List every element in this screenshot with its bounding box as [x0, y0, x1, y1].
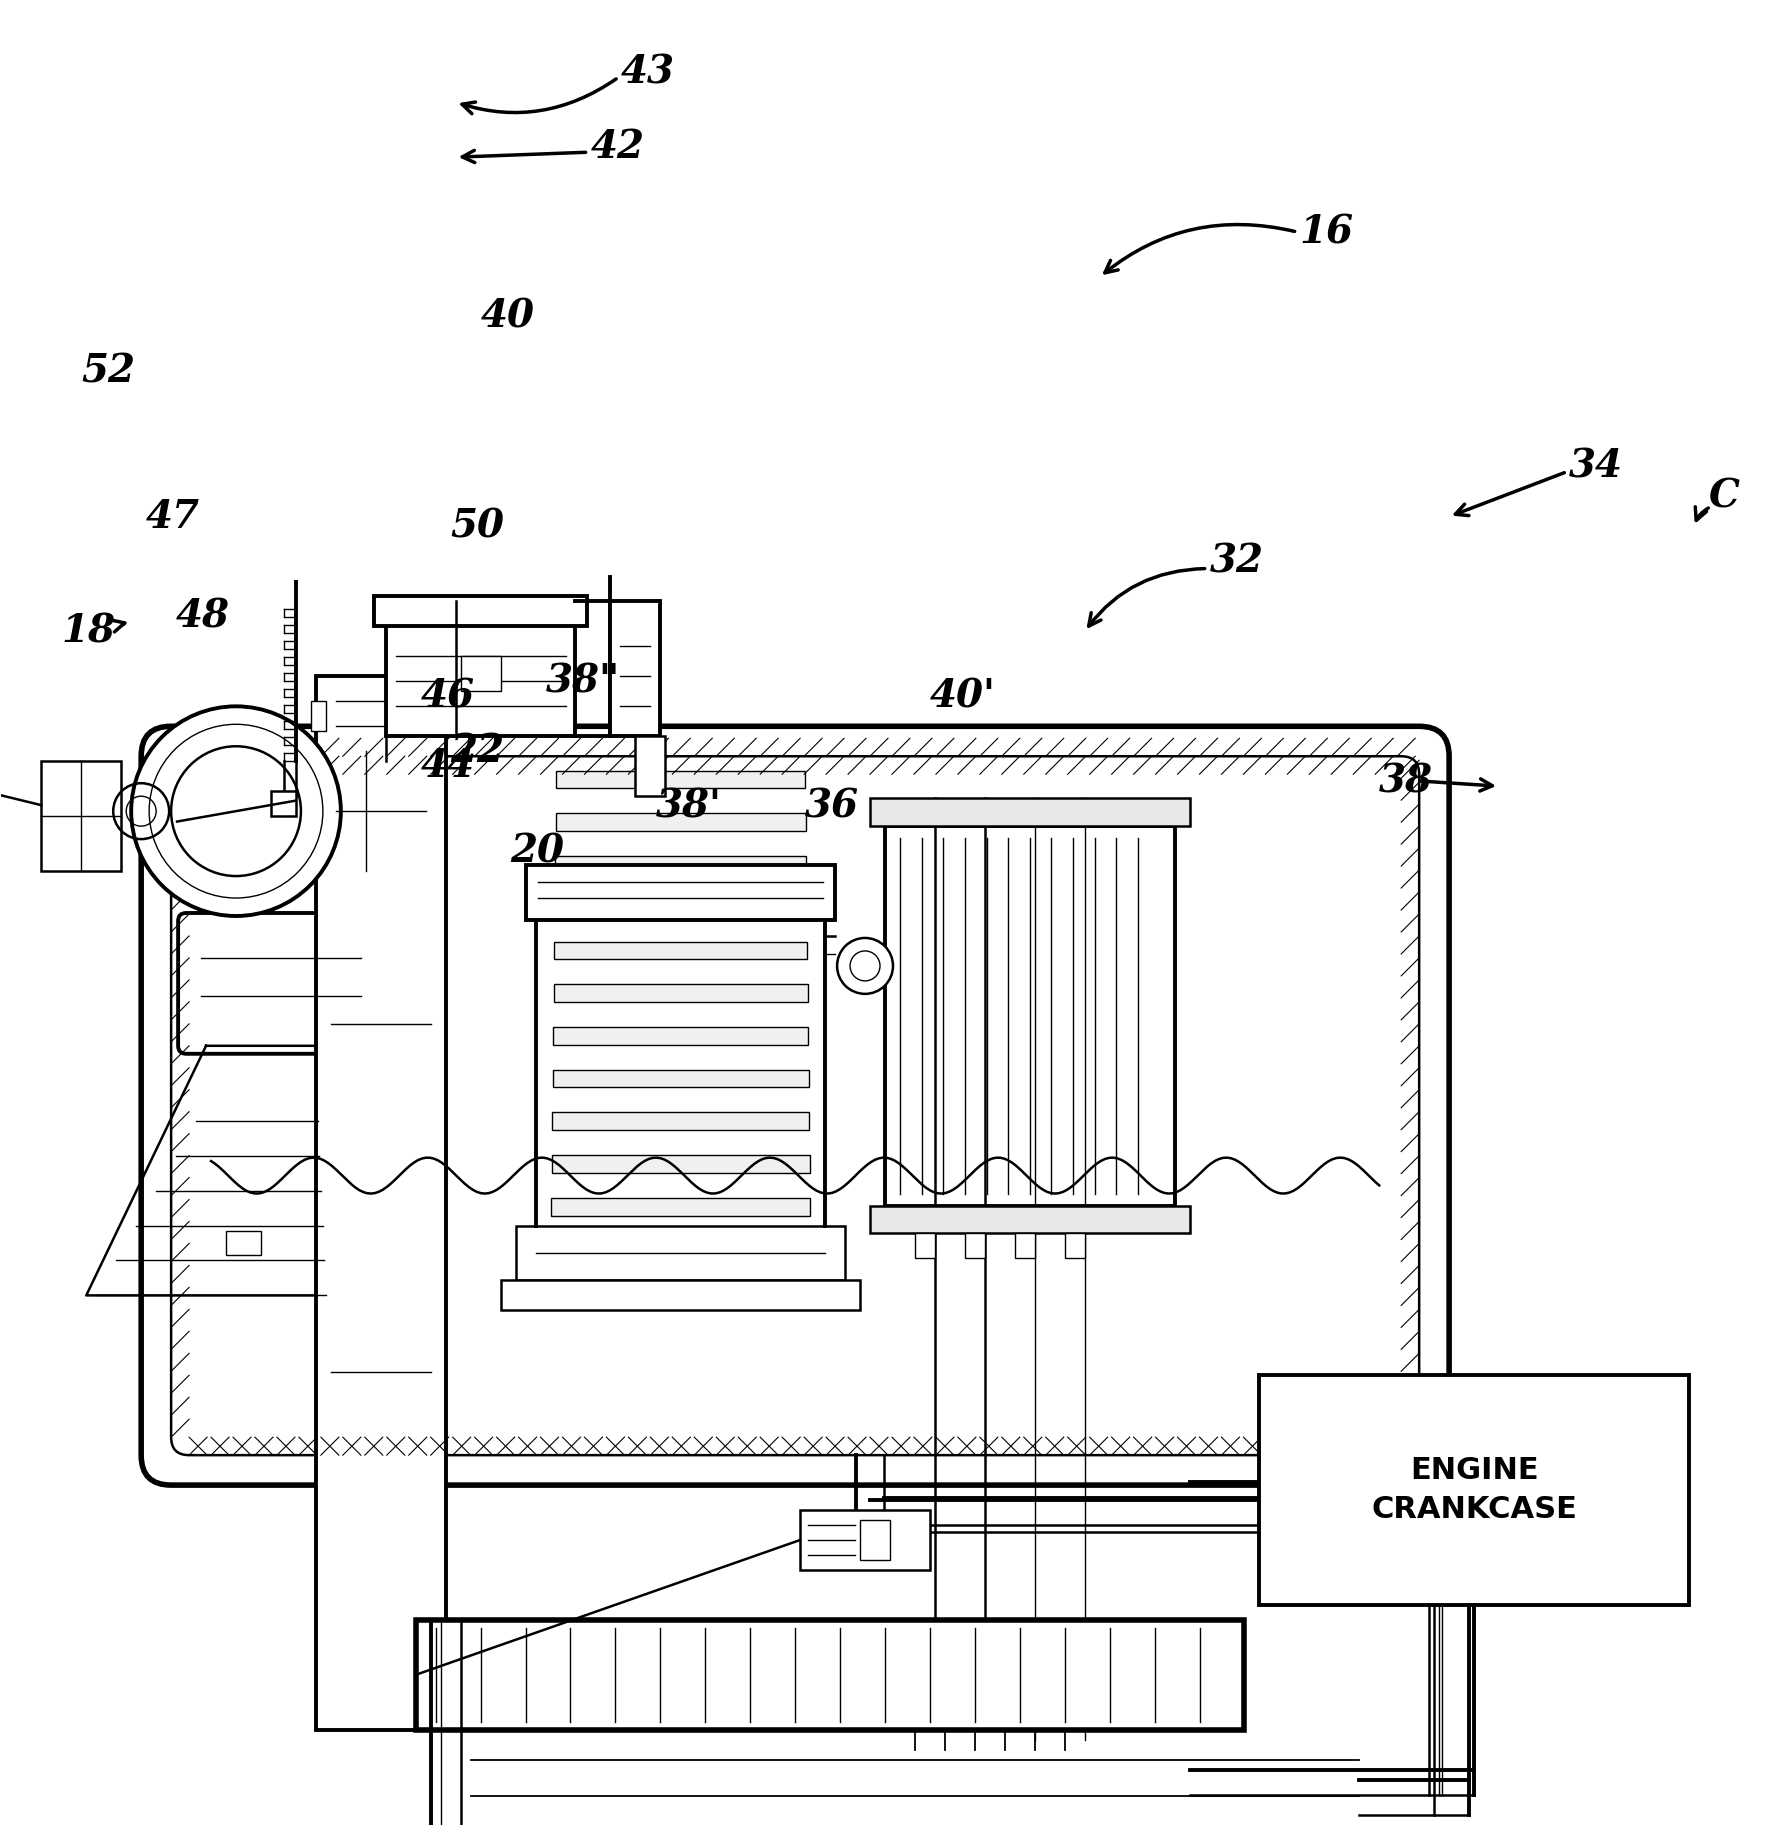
- Bar: [516, 1225, 846, 1280]
- Bar: [553, 1070, 808, 1086]
- Text: C: C: [1709, 478, 1739, 515]
- Circle shape: [837, 939, 894, 993]
- Text: 32: 32: [1209, 542, 1264, 581]
- Bar: [965, 1234, 984, 1258]
- Bar: [551, 1198, 810, 1216]
- Text: 38: 38: [1379, 761, 1433, 800]
- Bar: [387, 601, 576, 736]
- Bar: [326, 750, 436, 871]
- Bar: [326, 676, 436, 750]
- Text: 38": 38": [546, 663, 621, 701]
- Bar: [860, 1519, 890, 1559]
- Bar: [225, 1231, 261, 1256]
- Bar: [436, 696, 456, 736]
- Bar: [1259, 1375, 1688, 1605]
- Bar: [551, 1112, 808, 1130]
- Text: 16: 16: [1300, 214, 1353, 250]
- Bar: [500, 1280, 860, 1311]
- Bar: [41, 761, 121, 871]
- FancyBboxPatch shape: [172, 756, 1418, 1455]
- Text: 20: 20: [511, 833, 564, 871]
- Text: 48: 48: [176, 597, 230, 635]
- Text: 46: 46: [420, 677, 475, 716]
- Bar: [885, 825, 1174, 1205]
- Text: 36: 36: [805, 787, 860, 825]
- Bar: [915, 1234, 934, 1258]
- Bar: [555, 898, 807, 917]
- Bar: [555, 813, 807, 831]
- Bar: [310, 701, 326, 730]
- FancyBboxPatch shape: [177, 913, 383, 1054]
- Bar: [271, 791, 296, 816]
- Bar: [553, 1026, 808, 1044]
- Bar: [461, 656, 500, 692]
- Bar: [555, 856, 807, 873]
- Bar: [1014, 1234, 1035, 1258]
- Bar: [374, 597, 587, 626]
- Text: 18: 18: [62, 612, 115, 650]
- Text: 52: 52: [82, 352, 135, 391]
- Circle shape: [131, 707, 340, 917]
- Bar: [415, 1620, 1245, 1729]
- Text: 38': 38': [656, 787, 722, 825]
- Bar: [871, 798, 1190, 825]
- Bar: [551, 1156, 810, 1172]
- Bar: [610, 601, 660, 736]
- FancyBboxPatch shape: [142, 727, 1449, 1485]
- Bar: [555, 771, 805, 789]
- Bar: [525, 866, 835, 920]
- Text: 43: 43: [621, 53, 674, 91]
- Bar: [316, 676, 445, 1729]
- Bar: [635, 736, 665, 796]
- Text: 47: 47: [145, 498, 200, 535]
- Bar: [1066, 1234, 1085, 1258]
- Text: 44: 44: [420, 747, 475, 785]
- Text: 50: 50: [450, 508, 505, 546]
- Bar: [871, 1205, 1190, 1234]
- Text: ENGINE
CRANKCASE: ENGINE CRANKCASE: [1371, 1457, 1576, 1523]
- Bar: [553, 942, 807, 959]
- Text: 40: 40: [480, 298, 535, 336]
- Text: 22: 22: [450, 732, 505, 771]
- Text: 42: 42: [590, 128, 644, 166]
- Text: 40': 40': [929, 677, 996, 716]
- Text: 34: 34: [1569, 447, 1622, 486]
- Bar: [800, 1510, 929, 1570]
- Bar: [553, 984, 808, 1002]
